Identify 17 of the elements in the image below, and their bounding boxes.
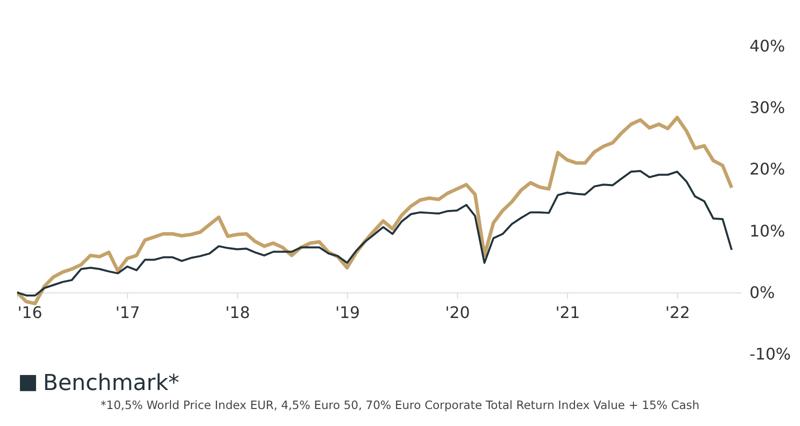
y-tick-label: 0% bbox=[750, 282, 775, 302]
y-tick-label: 30% bbox=[750, 98, 786, 118]
y-tick-label: 20% bbox=[750, 160, 786, 179]
x-tick-label: '18 bbox=[225, 302, 250, 322]
x-tick-label: '22 bbox=[665, 302, 690, 322]
line-series bbox=[17, 170, 733, 296]
y-tick-label: -10% bbox=[750, 344, 791, 364]
y-tick-label: 40% bbox=[750, 36, 786, 56]
legend-label: Benchmark* bbox=[43, 371, 180, 396]
y-tick-label: 10% bbox=[750, 221, 786, 240]
text: *10,5% World Price Index EUR, 4,5% Euro 50, 70% Euro Corporate Total Return Index Value + 15% Cash bbox=[100, 398, 700, 412]
x-tick-label: '20 bbox=[445, 302, 470, 322]
x-tick-label: '21 bbox=[555, 302, 580, 322]
line-series bbox=[17, 116, 734, 306]
x-tick-label: '17 bbox=[115, 302, 140, 322]
x-tick-label: '16 bbox=[18, 302, 42, 322]
x-tick-label: '19 bbox=[335, 302, 360, 322]
